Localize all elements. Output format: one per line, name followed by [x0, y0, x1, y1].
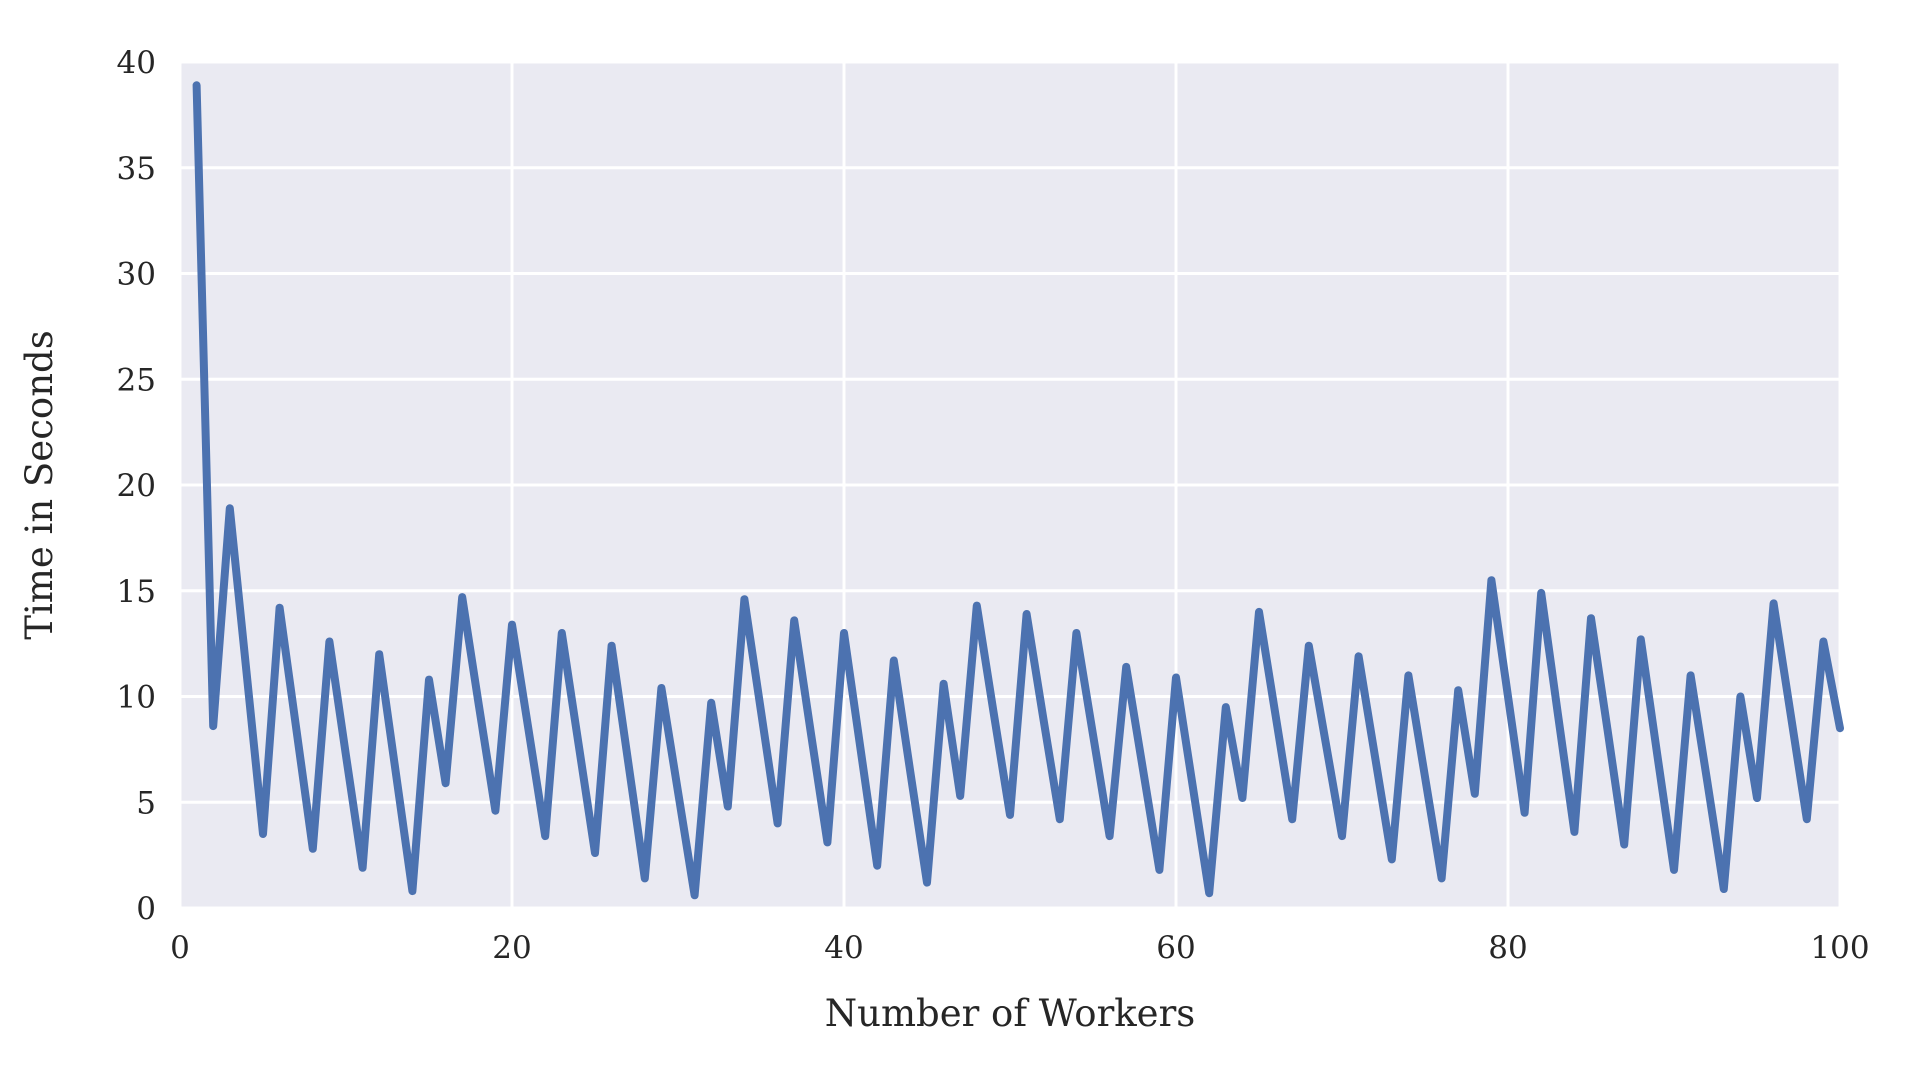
y-tick-label-20: 20 — [117, 468, 156, 504]
y-axis-label: Time in Seconds — [18, 330, 61, 639]
x-tick-label-100: 100 — [1810, 930, 1869, 966]
y-tick-label-35: 35 — [117, 151, 156, 187]
y-tick-label-10: 10 — [117, 680, 156, 716]
y-tick-label-30: 30 — [117, 257, 156, 293]
x-tick-label-80: 80 — [1488, 930, 1527, 966]
x-tick-label-20: 20 — [492, 930, 531, 966]
x-tick-label-60: 60 — [1156, 930, 1195, 966]
y-tick-label-5: 5 — [136, 785, 156, 821]
x-tick-label-0: 0 — [170, 930, 190, 966]
y-tick-label-25: 25 — [117, 362, 156, 398]
x-axis-label: Number of Workers — [825, 992, 1196, 1035]
x-tick-label-40: 40 — [824, 930, 863, 966]
y-tick-label-15: 15 — [117, 574, 156, 610]
series-line-time-per-workers — [192, 81, 1844, 900]
y-tick-label-40: 40 — [117, 45, 156, 81]
y-tick-label-0: 0 — [136, 891, 156, 927]
